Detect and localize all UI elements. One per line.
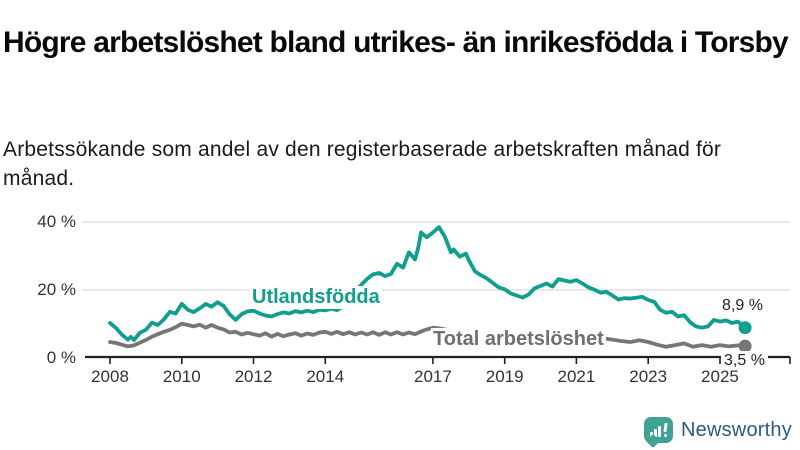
end-value-total: 3,5 % bbox=[721, 351, 768, 370]
y-tick-label: 0 % bbox=[46, 348, 76, 367]
x-tick-label: 2012 bbox=[234, 367, 273, 386]
x-axis-labels: 2008 2010 2012 2014 2017 2019 2021 2023 2025 bbox=[0, 367, 800, 389]
bar-icon bbox=[654, 429, 657, 437]
page-title: Högre arbetslöshet bland utrikes- än inr… bbox=[3, 26, 789, 60]
bar-icon bbox=[650, 432, 653, 437]
x-tick-label: 2014 bbox=[306, 367, 345, 386]
page-subtitle: Arbetssökande som andel av den registerb… bbox=[3, 138, 722, 190]
y-tick-label: 20 % bbox=[37, 280, 76, 299]
newsworthy-logo[interactable]: Newsworthy bbox=[644, 414, 792, 446]
x-tick-label: 2025 bbox=[701, 367, 739, 386]
newsworthy-wordmark: Newsworthy bbox=[681, 418, 792, 441]
x-tick-label: 2019 bbox=[485, 367, 524, 386]
x-tick-label: 2023 bbox=[629, 367, 668, 386]
exclamation-icon bbox=[663, 422, 668, 433]
x-tick-label: 2017 bbox=[413, 367, 452, 386]
exclamation-dot-icon bbox=[664, 434, 667, 437]
x-tick-label: 2010 bbox=[162, 367, 201, 386]
series-label-total-arbetsloshet: Total arbetslöshet bbox=[431, 328, 606, 351]
bar-icon bbox=[658, 426, 661, 437]
y-tick-label: 40 % bbox=[37, 212, 76, 231]
x-tick-label: 2008 bbox=[91, 367, 129, 386]
end-value-utlandsfodda: 8,9 % bbox=[719, 296, 766, 315]
series-label-utlandsfodda: Utlandsfödda bbox=[250, 286, 382, 309]
newsworthy-chart-bubble-icon bbox=[644, 417, 673, 443]
x-tick-label: 2021 bbox=[557, 367, 596, 386]
